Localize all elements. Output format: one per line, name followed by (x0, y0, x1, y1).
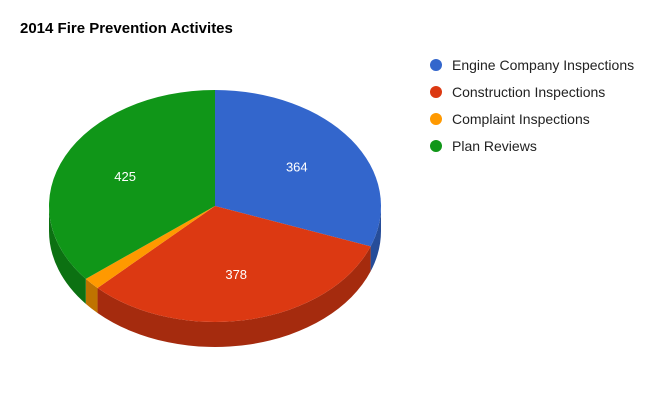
slice-value-label-plan-reviews: 425 (114, 169, 136, 184)
legend-label: Engine Company Inspections (452, 56, 635, 73)
pie-slice-construction-inspections[interactable] (97, 206, 371, 322)
legend-swatch-complaint-inspections (430, 112, 442, 125)
pie-side-complaint-inspections (85, 278, 98, 313)
slice-value-label-construction-inspections: 378 (225, 267, 247, 282)
pie-value-labels: 364 378 425 (114, 159, 307, 282)
chart-title: 2014 Fire Prevention Activites (20, 20, 233, 37)
legend-item-plan-reviews[interactable]: Plan Reviews (430, 132, 634, 159)
legend-swatch-plan-reviews (430, 139, 442, 152)
legend: Engine Company Inspections Construction … (430, 51, 634, 159)
legend-label: Complaint Inspections (452, 110, 590, 127)
pie-side-construction-inspections (97, 246, 371, 347)
legend-item-construction-inspections[interactable]: Construction Inspections (430, 78, 634, 105)
pie-slice-engine-company-inspections[interactable] (215, 90, 381, 247)
legend-item-complaint-inspections[interactable]: Complaint Inspections (430, 105, 634, 132)
slice-value-label-engine-company-inspections: 364 (286, 159, 308, 174)
pie-side-walls (49, 206, 381, 347)
pie-side-plan-reviews (49, 206, 86, 304)
pie-slice-complaint-inspections[interactable] (85, 206, 215, 288)
legend-swatch-construction-inspections (430, 85, 442, 98)
pie-slice-plan-reviews[interactable] (48, 90, 215, 279)
pie-slices (48, 90, 381, 322)
legend-swatch-engine-company-inspections (430, 58, 442, 71)
legend-label: Construction Inspections (452, 83, 606, 100)
pie-side-engine-company-inspections (370, 206, 381, 272)
legend-label: Plan Reviews (452, 137, 537, 154)
legend-item-engine-company-inspections[interactable]: Engine Company Inspections (430, 51, 634, 78)
